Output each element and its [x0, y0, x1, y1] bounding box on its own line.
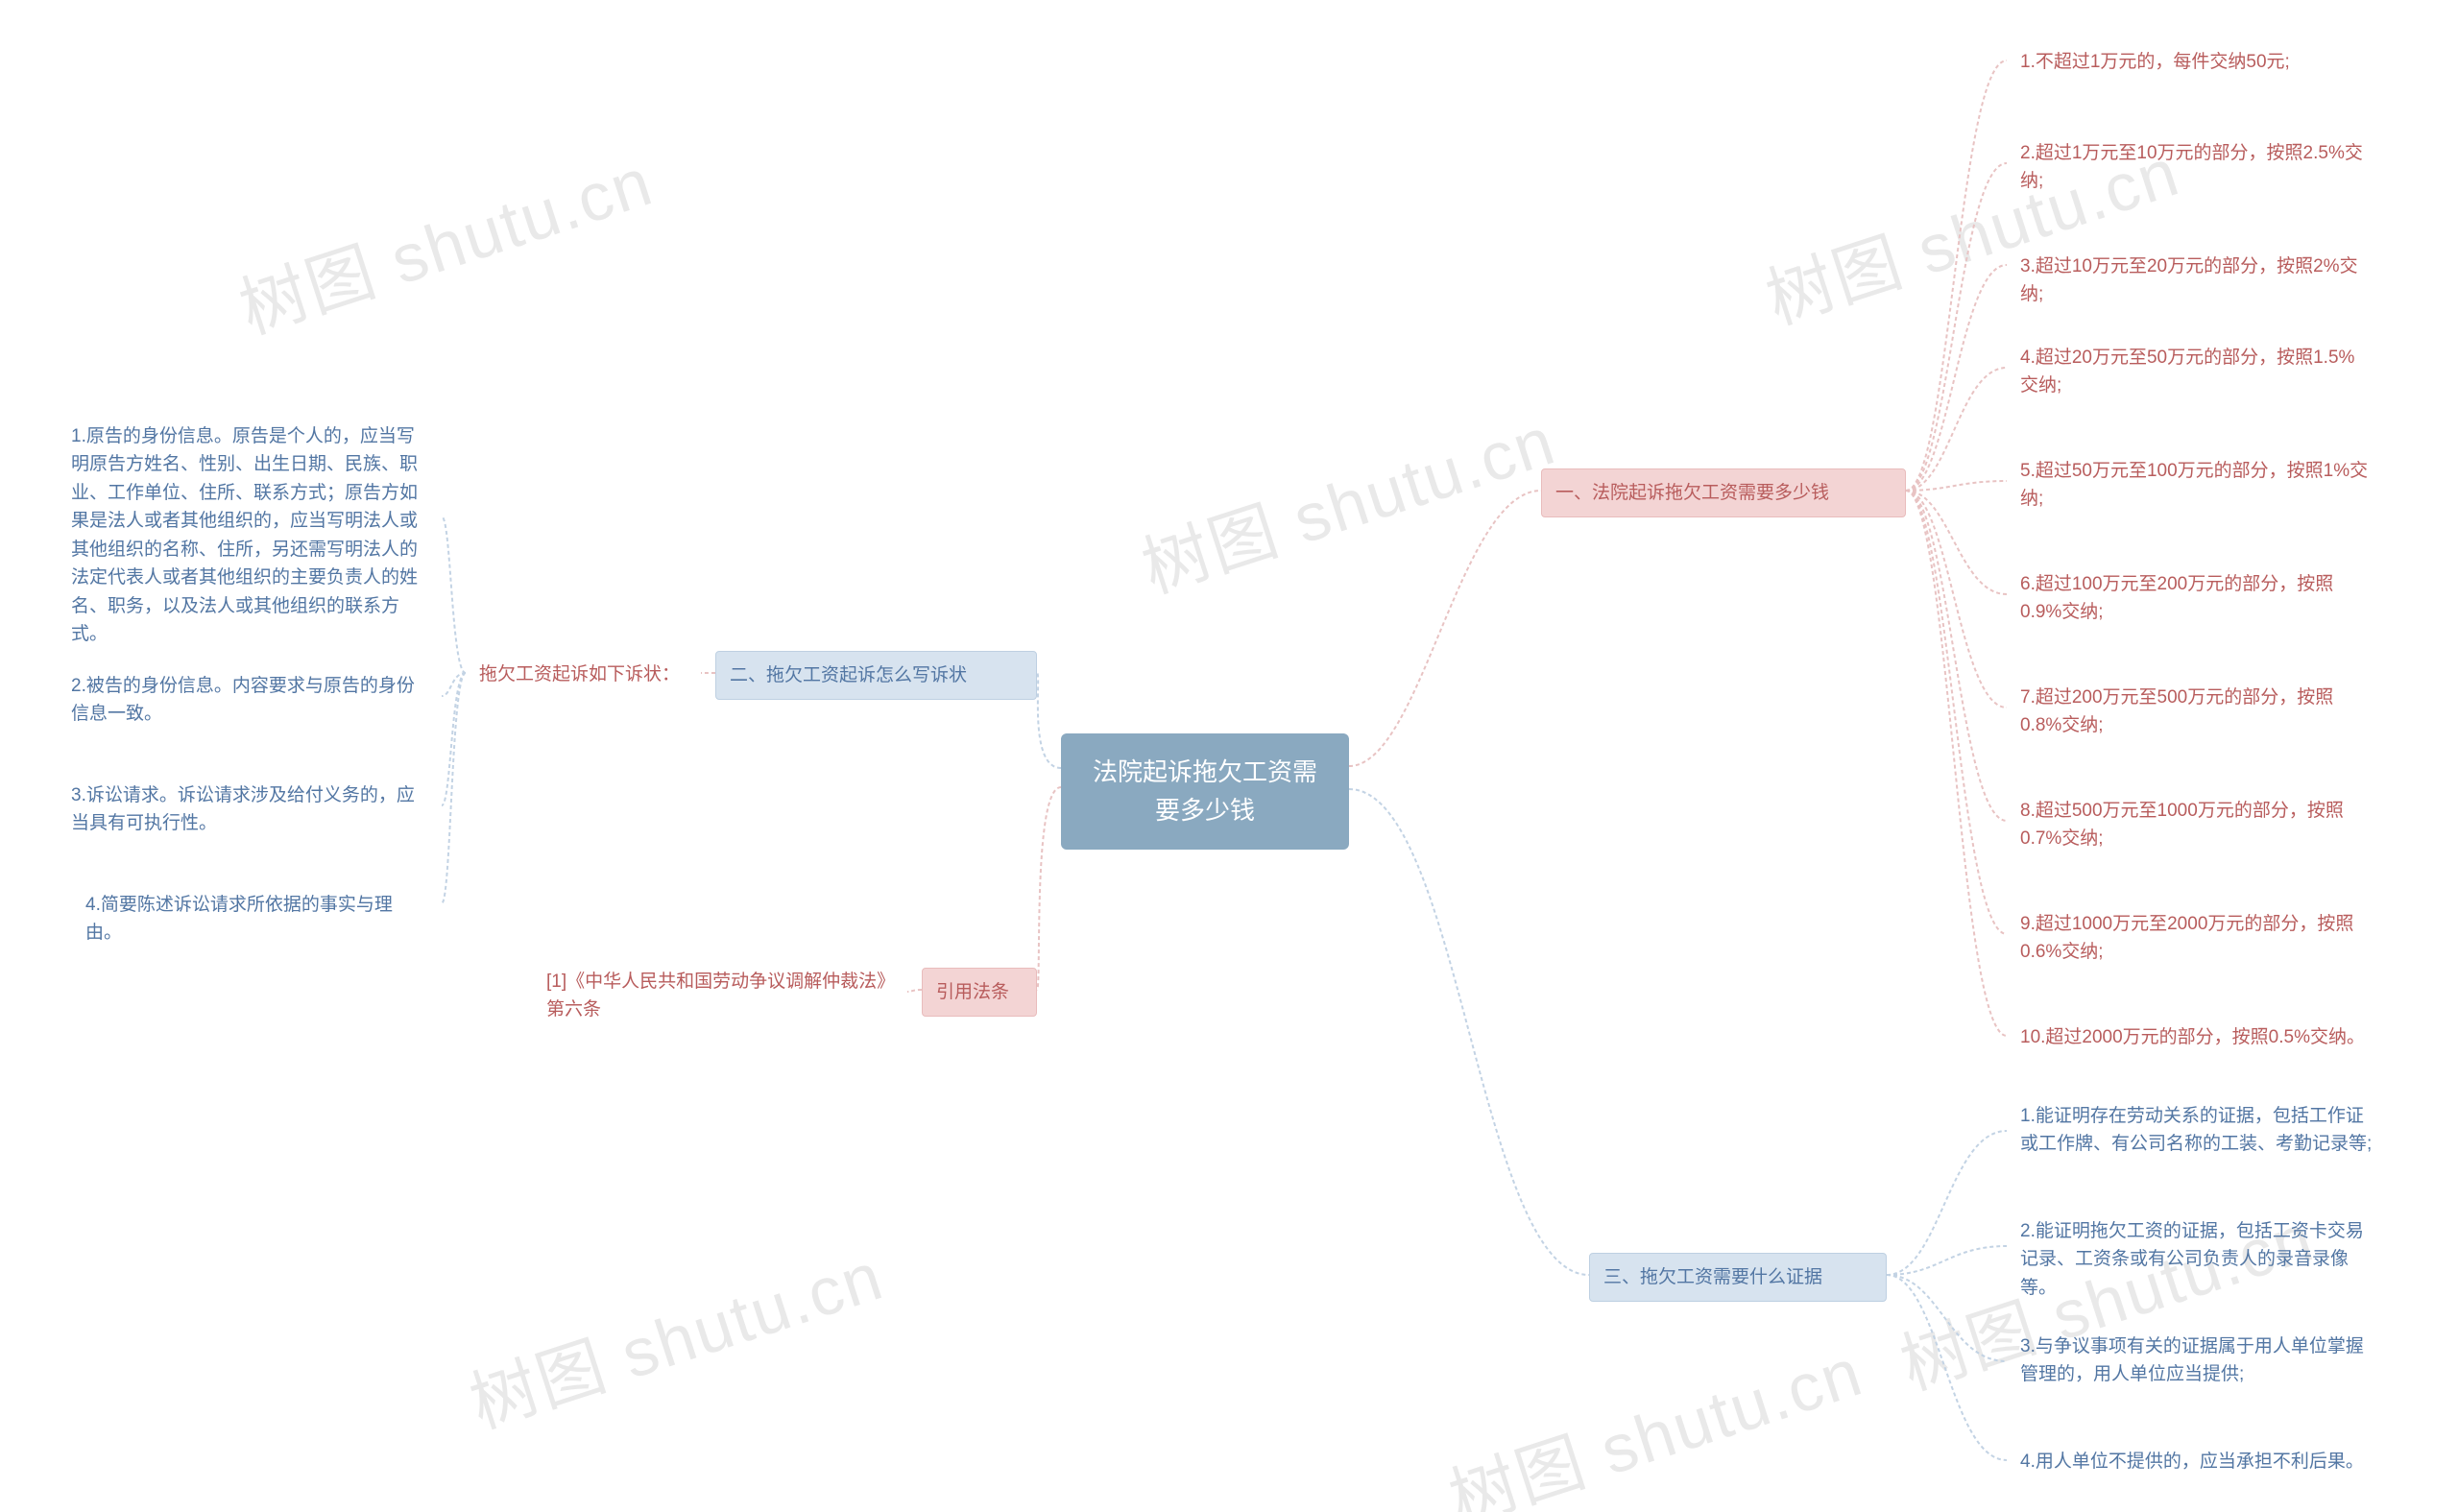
leaf-r1-0: 1.不超过1万元的，每件交纳50元; — [2007, 38, 2386, 85]
branch-r1-label: 一、法院起诉拖欠工资需要多少钱 — [1555, 483, 1829, 503]
leaf-r1-4: 5.超过50万元至100万元的部分，按照1%交纳; — [2007, 447, 2386, 523]
leaf-l1-1: 2.被告的身份信息。内容要求与原告的身份信息一致。 — [58, 662, 442, 738]
leaf-l1-0: 1.原告的身份信息。原告是个人的，应当写明原告方姓名、性别、出生日期、民族、职业… — [58, 413, 442, 659]
root-node[interactable]: 法院起诉拖欠工资需要多少钱 — [1061, 733, 1349, 850]
leaf-l1-2: 3.诉讼请求。诉讼请求涉及给付义务的，应当具有可执行性。 — [58, 772, 442, 848]
mid-l1-0: 拖欠工资起诉如下诉状： — [466, 651, 701, 698]
leaf-r1-6: 7.超过200万元至500万元的部分，按照0.8%交纳; — [2007, 674, 2386, 750]
branch-l2-label: 引用法条 — [936, 982, 1009, 1002]
watermark: 树图 shutu.cn — [456, 1223, 893, 1448]
branch-l1[interactable]: 二、拖欠工资起诉怎么写诉状 — [715, 651, 1037, 700]
watermark: 树图 shutu.cn — [1435, 1319, 1872, 1512]
leaf-r2-1: 2.能证明拖欠工资的证据，包括工资卡交易记录、工资条或有公司负责人的录音录像等。 — [2007, 1208, 2386, 1311]
branch-l2[interactable]: 引用法条 — [922, 968, 1037, 1017]
leaf-r2-2: 3.与争议事项有关的证据属于用人单位掌握管理的，用人单位应当提供; — [2007, 1323, 2386, 1399]
leaf-r1-2: 3.超过10万元至20万元的部分，按照2%交纳; — [2007, 243, 2386, 319]
leaf-r1-1: 2.超过1万元至10万元的部分，按照2.5%交纳; — [2007, 130, 2386, 205]
branch-r1[interactable]: 一、法院起诉拖欠工资需要多少钱 — [1541, 468, 1906, 517]
leaf-r1-8: 9.超过1000万元至2000万元的部分，按照0.6%交纳; — [2007, 900, 2386, 976]
branch-r2[interactable]: 三、拖欠工资需要什么证据 — [1589, 1253, 1887, 1302]
branch-l1-label: 二、拖欠工资起诉怎么写诉状 — [730, 665, 967, 685]
leaf-r1-7: 8.超过500万元至1000万元的部分，按照0.7%交纳; — [2007, 787, 2386, 863]
leaf-r1-5: 6.超过100万元至200万元的部分，按照0.9%交纳; — [2007, 561, 2386, 636]
leaf-r1-9: 10.超过2000万元的部分，按照0.5%交纳。 — [2007, 1014, 2386, 1061]
leaf-l2-0: [1]《中华人民共和国劳动争议调解仲裁法》第六条 — [533, 958, 907, 1034]
root-label: 法院起诉拖欠工资需要多少钱 — [1093, 757, 1317, 825]
watermark: 树图 shutu.cn — [226, 129, 663, 353]
watermark: 树图 shutu.cn — [1128, 388, 1565, 612]
leaf-r1-3: 4.超过20万元至50万元的部分，按照1.5%交纳; — [2007, 334, 2386, 410]
branch-r2-label: 三、拖欠工资需要什么证据 — [1603, 1267, 1822, 1287]
leaf-r2-0: 1.能证明存在劳动关系的证据，包括工作证或工作牌、有公司名称的工装、考勤记录等; — [2007, 1092, 2386, 1168]
leaf-r2-3: 4.用人单位不提供的，应当承担不利后果。 — [2007, 1438, 2386, 1485]
leaf-l1-3: 4.简要陈述诉讼请求所依据的事实与理由。 — [72, 881, 442, 957]
